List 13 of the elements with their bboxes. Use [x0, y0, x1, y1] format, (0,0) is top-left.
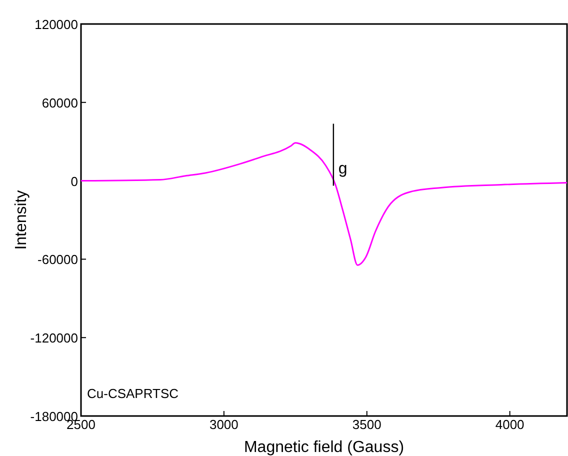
x-tick-label: 4000: [495, 417, 524, 432]
x-tick-label: 3500: [352, 417, 382, 432]
y-tick-label: 120000: [34, 17, 78, 32]
annotation: g: [338, 160, 348, 178]
x-tick-label: 3000: [209, 417, 238, 432]
y-tick-label: 0: [70, 174, 78, 189]
y-tick-label: -60000: [38, 252, 78, 268]
y-axis-title: Intensity: [13, 190, 30, 250]
line-series: [80, 142, 568, 266]
y-tick-label: -120000: [30, 330, 78, 346]
annotation: Cu-CSAPRTSC: [87, 386, 179, 401]
x-axis-title: Magnetic field (Gauss): [244, 439, 404, 456]
y-tick-label: 60000: [42, 95, 78, 110]
